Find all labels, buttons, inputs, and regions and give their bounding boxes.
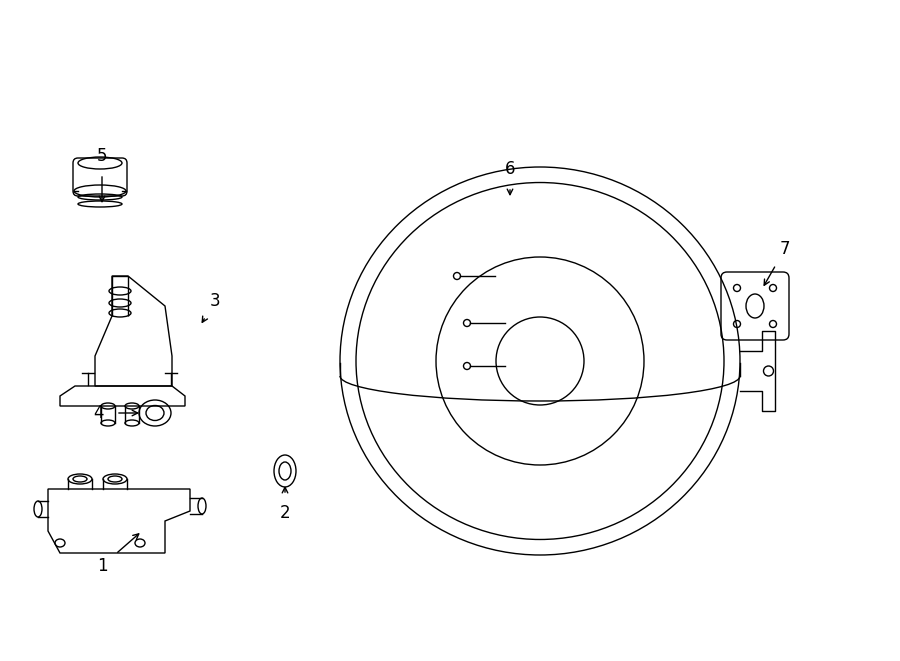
Ellipse shape <box>454 272 461 280</box>
Text: 7: 7 <box>779 240 790 258</box>
Text: 2: 2 <box>280 504 291 522</box>
Text: 1: 1 <box>96 557 107 575</box>
Text: 3: 3 <box>210 292 220 310</box>
Ellipse shape <box>464 319 471 327</box>
Text: 4: 4 <box>93 404 104 422</box>
Text: 6: 6 <box>505 160 515 178</box>
Ellipse shape <box>464 362 471 369</box>
Text: 5: 5 <box>97 147 107 165</box>
